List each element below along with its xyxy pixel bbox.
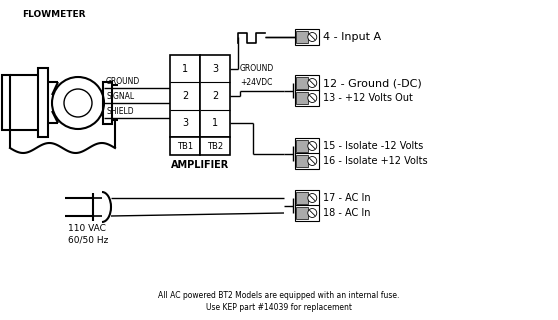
Bar bbox=[295, 75, 319, 91]
Text: GROUND: GROUND bbox=[106, 77, 140, 86]
Bar bbox=[296, 77, 308, 89]
Circle shape bbox=[308, 194, 317, 203]
Text: Use KEP part #14039 for replacement: Use KEP part #14039 for replacement bbox=[206, 303, 352, 313]
Circle shape bbox=[308, 141, 317, 150]
Text: 110 VAC: 110 VAC bbox=[68, 223, 106, 233]
Text: 17 - AC In: 17 - AC In bbox=[323, 193, 371, 203]
Bar bbox=[296, 140, 308, 152]
Text: AMPLIFIER: AMPLIFIER bbox=[171, 160, 229, 170]
Circle shape bbox=[308, 33, 317, 42]
Text: 60/50 Hz: 60/50 Hz bbox=[68, 236, 108, 244]
Text: 13 - +12 Volts Out: 13 - +12 Volts Out bbox=[323, 93, 413, 103]
Text: 18 - AC In: 18 - AC In bbox=[323, 208, 371, 218]
Circle shape bbox=[308, 156, 317, 165]
Text: 3: 3 bbox=[182, 118, 188, 128]
Text: All AC powered BT2 Models are equipped with an internal fuse.: All AC powered BT2 Models are equipped w… bbox=[158, 292, 400, 300]
Bar bbox=[38, 68, 48, 137]
Text: TB2: TB2 bbox=[207, 141, 223, 150]
Text: 2: 2 bbox=[182, 91, 188, 101]
Text: 4 - Input A: 4 - Input A bbox=[323, 32, 381, 42]
Circle shape bbox=[308, 209, 317, 218]
Bar bbox=[296, 155, 308, 167]
Bar bbox=[296, 92, 308, 104]
Bar bbox=[295, 205, 319, 221]
Text: 15 - Isolate -12 Volts: 15 - Isolate -12 Volts bbox=[323, 141, 424, 151]
Bar bbox=[296, 31, 308, 43]
Bar bbox=[295, 190, 319, 206]
Circle shape bbox=[308, 93, 317, 102]
Text: SHIELD: SHIELD bbox=[106, 107, 133, 116]
Text: SIGNAL: SIGNAL bbox=[106, 92, 134, 101]
Circle shape bbox=[308, 78, 317, 87]
Text: 1: 1 bbox=[212, 118, 218, 128]
Text: 2: 2 bbox=[212, 91, 218, 101]
Text: GROUND: GROUND bbox=[240, 63, 274, 73]
Bar bbox=[2, 75, 10, 130]
Text: +24VDC: +24VDC bbox=[240, 77, 272, 86]
Text: TB1: TB1 bbox=[177, 141, 193, 150]
Bar bbox=[295, 153, 319, 169]
Bar bbox=[296, 192, 308, 204]
Text: FLOWMETER: FLOWMETER bbox=[22, 10, 85, 19]
Bar bbox=[200, 55, 230, 137]
Bar bbox=[200, 137, 230, 155]
Bar bbox=[295, 138, 319, 154]
Bar bbox=[170, 137, 200, 155]
Text: 12 - Ground (-DC): 12 - Ground (-DC) bbox=[323, 78, 422, 88]
Bar bbox=[170, 55, 200, 137]
Bar bbox=[295, 90, 319, 106]
Bar bbox=[296, 207, 308, 219]
Text: 3: 3 bbox=[212, 64, 218, 74]
Bar bbox=[103, 82, 112, 124]
Text: 16 - Isolate +12 Volts: 16 - Isolate +12 Volts bbox=[323, 156, 427, 166]
Bar bbox=[295, 29, 319, 45]
Text: 1: 1 bbox=[182, 64, 188, 74]
